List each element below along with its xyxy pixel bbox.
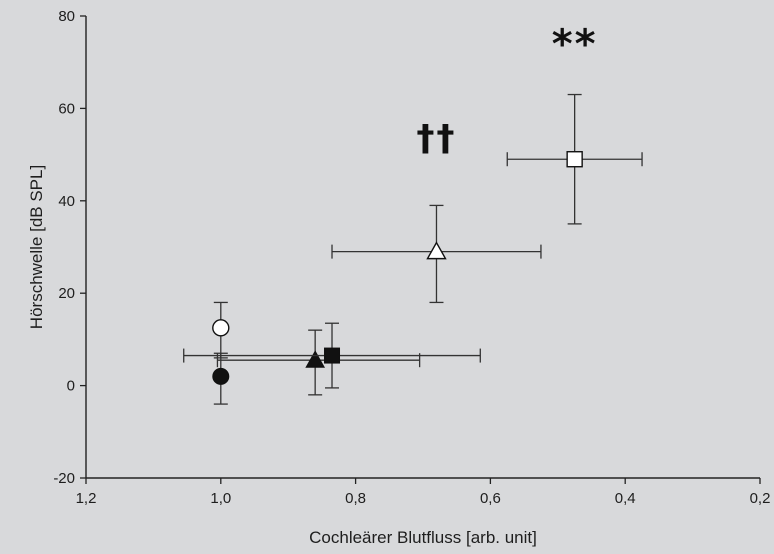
data-point-square-open <box>566 151 583 168</box>
data-point-square-filled <box>324 347 341 364</box>
annotations: †† ** <box>416 22 598 159</box>
x-tick-label: 1,2 <box>76 490 97 507</box>
x-tick-label: 0,8 <box>345 490 366 507</box>
x-tick-label: 0,2 <box>750 490 771 507</box>
y-tick-label: 0 <box>67 378 75 395</box>
data-points <box>183 93 643 405</box>
x-tick-label: 0,4 <box>615 490 636 507</box>
y-axis-title: Hörschwelle [dB SPL] <box>27 165 46 329</box>
y-ticks: -20 0 20 40 60 80 <box>53 8 86 487</box>
significance-annotation: ** <box>552 22 598 68</box>
data-point-circle-open <box>212 319 230 337</box>
data-point-circle-filled <box>212 367 230 385</box>
y-tick-label: -20 <box>53 470 75 487</box>
x-tick-label: 1,0 <box>210 490 231 507</box>
significance-annotation: †† <box>416 118 456 159</box>
x-ticks: 1,2 1,0 0,8 0,6 0,4 0,2 <box>76 478 771 507</box>
y-tick-label: 80 <box>58 8 75 25</box>
x-axis-title: Cochleärer Blutfluss [arb. unit] <box>309 528 537 547</box>
y-tick-label: 20 <box>58 285 75 302</box>
x-tick-label: 0,6 <box>480 490 501 507</box>
y-tick-label: 40 <box>58 193 75 210</box>
data-point-triangle-filled <box>305 350 326 368</box>
y-tick-label: 60 <box>58 100 75 117</box>
data-point-triangle-open <box>426 241 447 260</box>
